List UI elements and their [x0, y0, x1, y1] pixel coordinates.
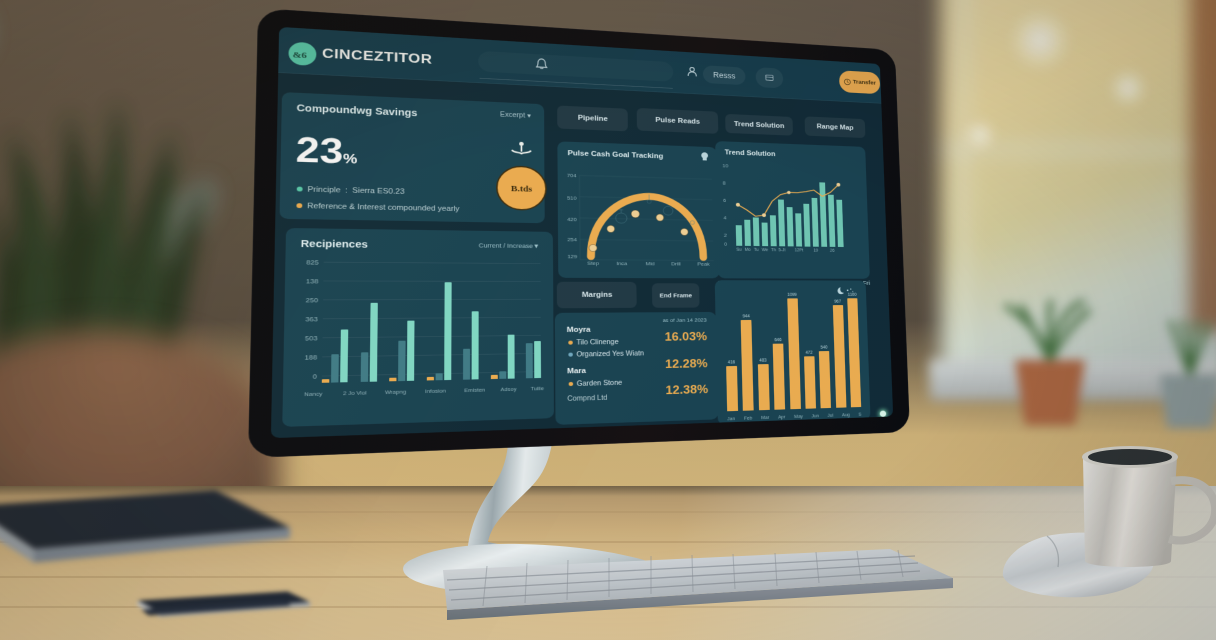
svg-text:19: 19: [813, 248, 818, 253]
svg-text:4: 4: [723, 215, 727, 221]
svg-text:Inca: Inca: [616, 261, 627, 267]
svg-text:420: 420: [567, 217, 577, 223]
svg-text:Mo: Mo: [745, 248, 751, 253]
svg-text:5-Jt: 5-Jt: [778, 248, 786, 253]
svg-text:10: 10: [722, 163, 728, 169]
svg-text:254: 254: [567, 237, 577, 243]
svg-text:26: 26: [830, 249, 835, 254]
svg-text:We: We: [762, 248, 769, 253]
svg-text:B.tds: B.tds: [511, 184, 532, 194]
svg-text:12Pt: 12Pt: [795, 248, 804, 253]
svg-text:6: 6: [723, 198, 727, 204]
svg-text:2: 2: [724, 233, 728, 239]
svg-text:8: 8: [723, 181, 727, 187]
svg-text:Peak: Peak: [697, 262, 710, 267]
svg-text:&6: &6: [293, 50, 307, 60]
svg-text:Mid: Mid: [646, 261, 656, 267]
svg-text:Drill: Drill: [671, 261, 681, 267]
svg-text:Su: Su: [736, 248, 742, 253]
svg-text:704: 704: [567, 173, 577, 179]
svg-text:129: 129: [567, 254, 577, 260]
svg-text:Th: Th: [771, 248, 776, 253]
svg-text:0: 0: [724, 242, 728, 248]
svg-text:Step: Step: [587, 261, 599, 267]
svg-text:Tu: Tu: [754, 248, 759, 253]
svg-text:510: 510: [567, 195, 577, 201]
